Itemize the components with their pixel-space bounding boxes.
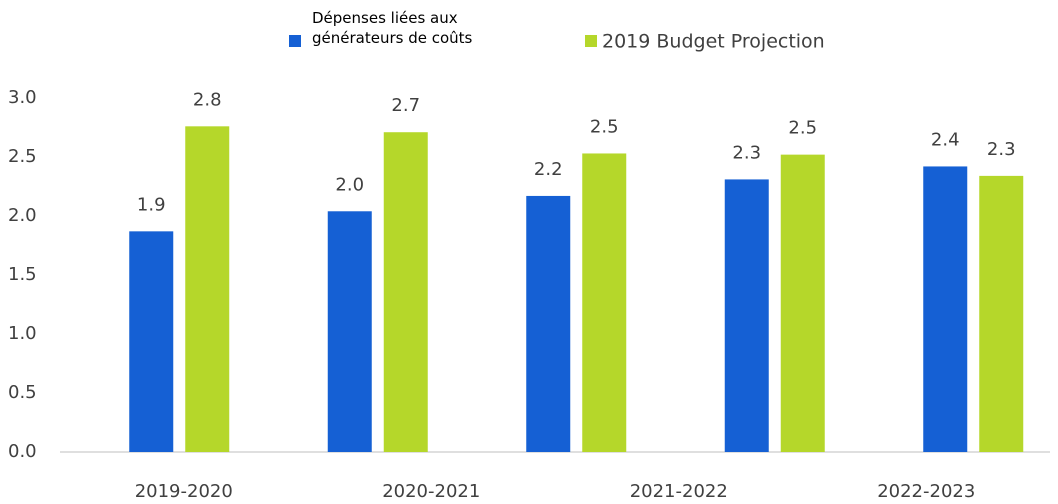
data-label: 2.2 [534, 159, 563, 180]
y-tick-label: 3.0 [8, 87, 37, 108]
data-label: 2.5 [788, 118, 817, 139]
data-label: 2.0 [335, 174, 364, 195]
bar [383, 132, 428, 452]
x-tick-label: 2021-2022 [630, 481, 728, 502]
legend-label: Dépenses liées aux générateurs de coûts [312, 9, 473, 47]
x-tick-label: 2020-2021 [382, 481, 480, 502]
y-tick-label: 1.5 [8, 264, 37, 285]
y-tick-label: 0.5 [8, 382, 37, 403]
data-label: 2.7 [391, 95, 420, 116]
bar [327, 211, 372, 452]
y-tick-label: 1.0 [8, 323, 37, 344]
x-tick-label: 2019-2020 [135, 481, 233, 502]
data-label: 2.3 [732, 142, 761, 163]
bar [923, 166, 968, 452]
bar [526, 195, 571, 452]
bar [979, 175, 1024, 452]
data-label: 1.9 [137, 194, 166, 215]
y-tick-label: 2.5 [8, 146, 37, 167]
data-label: 2.3 [987, 139, 1016, 160]
bar [724, 179, 769, 453]
legend-label: 2019 Budget Projection [602, 31, 825, 53]
y-tick-label: 2.0 [8, 205, 37, 226]
data-label: 2.8 [193, 89, 222, 110]
legend-swatch [585, 35, 597, 47]
bar [582, 153, 627, 452]
data-label: 2.5 [590, 116, 619, 137]
bar [185, 126, 230, 452]
bar [780, 154, 825, 452]
legend-swatch [289, 35, 301, 47]
x-tick-label: 2022-2023 [877, 481, 975, 502]
data-label: 2.4 [931, 129, 960, 150]
y-tick-label: 0.0 [8, 441, 37, 462]
bar [129, 231, 174, 452]
